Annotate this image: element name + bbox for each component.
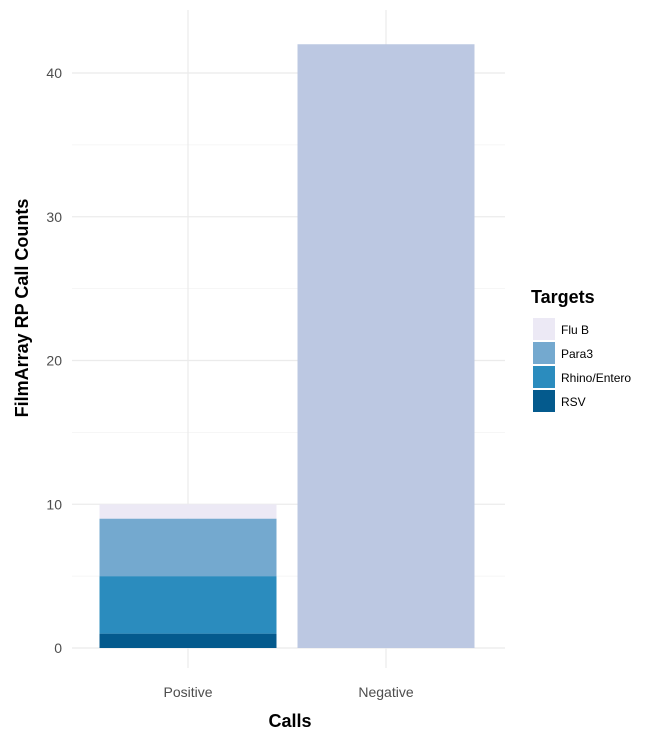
y-axis-ticks: 0 10 20 30 40: [46, 65, 62, 656]
legend-swatch: [533, 366, 555, 388]
bar-positive-para3: [99, 518, 277, 577]
legend-label: RSV: [561, 395, 586, 409]
bar-positive-flu-b: [99, 504, 277, 519]
x-axis-ticks: Positive Negative: [163, 684, 413, 700]
y-axis-title: FilmArray RP Call Counts: [12, 199, 32, 418]
bars: [99, 44, 475, 648]
legend: Targets Flu B Para3 Rhino/Entero RSV: [531, 287, 631, 412]
y-tick-label: 0: [54, 640, 62, 656]
bar-positive-rhino-entero: [99, 576, 277, 634]
y-tick-label: 20: [46, 353, 62, 369]
legend-swatch: [533, 318, 555, 340]
legend-swatch: [533, 390, 555, 412]
legend-title: Targets: [531, 287, 595, 307]
legend-swatch: [533, 342, 555, 364]
bar-negative: [297, 44, 475, 648]
bar-positive-rsv: [99, 633, 277, 648]
x-axis-title: Calls: [268, 711, 311, 730]
y-tick-label: 40: [46, 65, 62, 81]
legend-label: Flu B: [561, 323, 589, 337]
x-tick-label: Positive: [163, 684, 212, 700]
y-tick-label: 10: [46, 496, 62, 512]
x-tick-label: Negative: [358, 684, 413, 700]
y-tick-label: 30: [46, 209, 62, 225]
legend-label: Rhino/Entero: [561, 371, 631, 385]
legend-label: Para3: [561, 347, 593, 361]
